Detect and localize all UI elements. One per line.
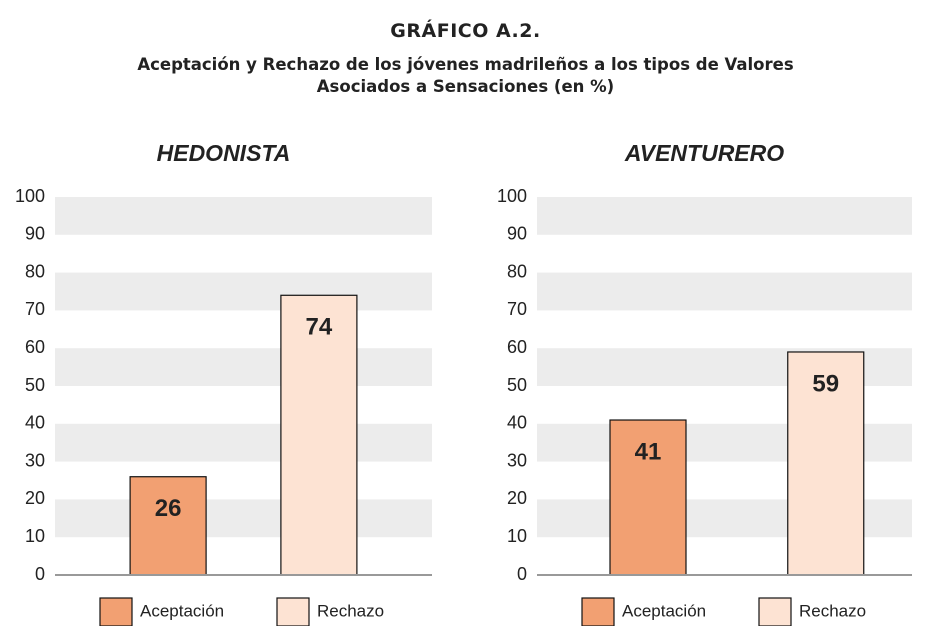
y-tick-label: 50 [507,375,527,395]
grid-band [55,499,432,538]
y-tick-label: 100 [497,186,527,206]
chart-title: HEDONISTA [157,140,291,166]
value-label: 74 [306,314,333,341]
y-tick-label: 40 [507,413,527,433]
y-tick-label: 80 [25,261,45,281]
bar [129,476,207,576]
legend-label: Rechazo [799,601,866,620]
y-tick-label: 20 [25,488,45,508]
y-tick-label: 100 [15,186,45,206]
grid-band [537,197,912,235]
figure-title: GRÁFICO A.2. [390,20,541,42]
y-tick-label: 70 [25,299,45,319]
chart-title: AVENTURERO [624,140,784,166]
y-tick-label: 60 [25,337,45,357]
legend-swatch [581,597,615,626]
bar [787,351,865,576]
grid-band [55,348,432,386]
figure-subtitle: Aceptación y Rechazo de los jóvenes madr… [137,55,794,96]
grid-band [537,272,912,311]
legend-label: Rechazo [317,601,384,620]
grid-band [55,272,432,311]
y-tick-label: 20 [507,488,527,508]
y-tick-label: 40 [25,413,45,433]
legend-swatch [276,597,310,626]
legend-label: Aceptación [140,601,224,620]
y-tick-label: 70 [507,299,527,319]
y-tick-label: 90 [507,224,527,244]
legend-swatch [99,597,133,626]
y-tick-label: 80 [507,261,527,281]
y-tick-label: 30 [25,450,45,470]
y-tick-label: 10 [25,526,45,546]
header: GRÁFICO A.2. Aceptación y Rechazo de los… [0,0,931,98]
y-tick-label: 10 [507,526,527,546]
y-tick-label: 50 [25,375,45,395]
grid-band [55,423,432,462]
y-tick-label: 0 [35,564,45,584]
y-tick-label: 30 [507,450,527,470]
y-tick-label: 60 [507,337,527,357]
legend-swatch [758,597,792,626]
y-tick-label: 90 [25,224,45,244]
legend-label: Aceptación [622,601,706,620]
y-tick-label: 0 [517,564,527,584]
value-label: 59 [812,370,839,397]
bar [609,419,687,576]
grid-band [55,197,432,235]
bar [280,294,358,576]
value-label: 26 [155,495,182,522]
value-label: 41 [635,438,662,465]
